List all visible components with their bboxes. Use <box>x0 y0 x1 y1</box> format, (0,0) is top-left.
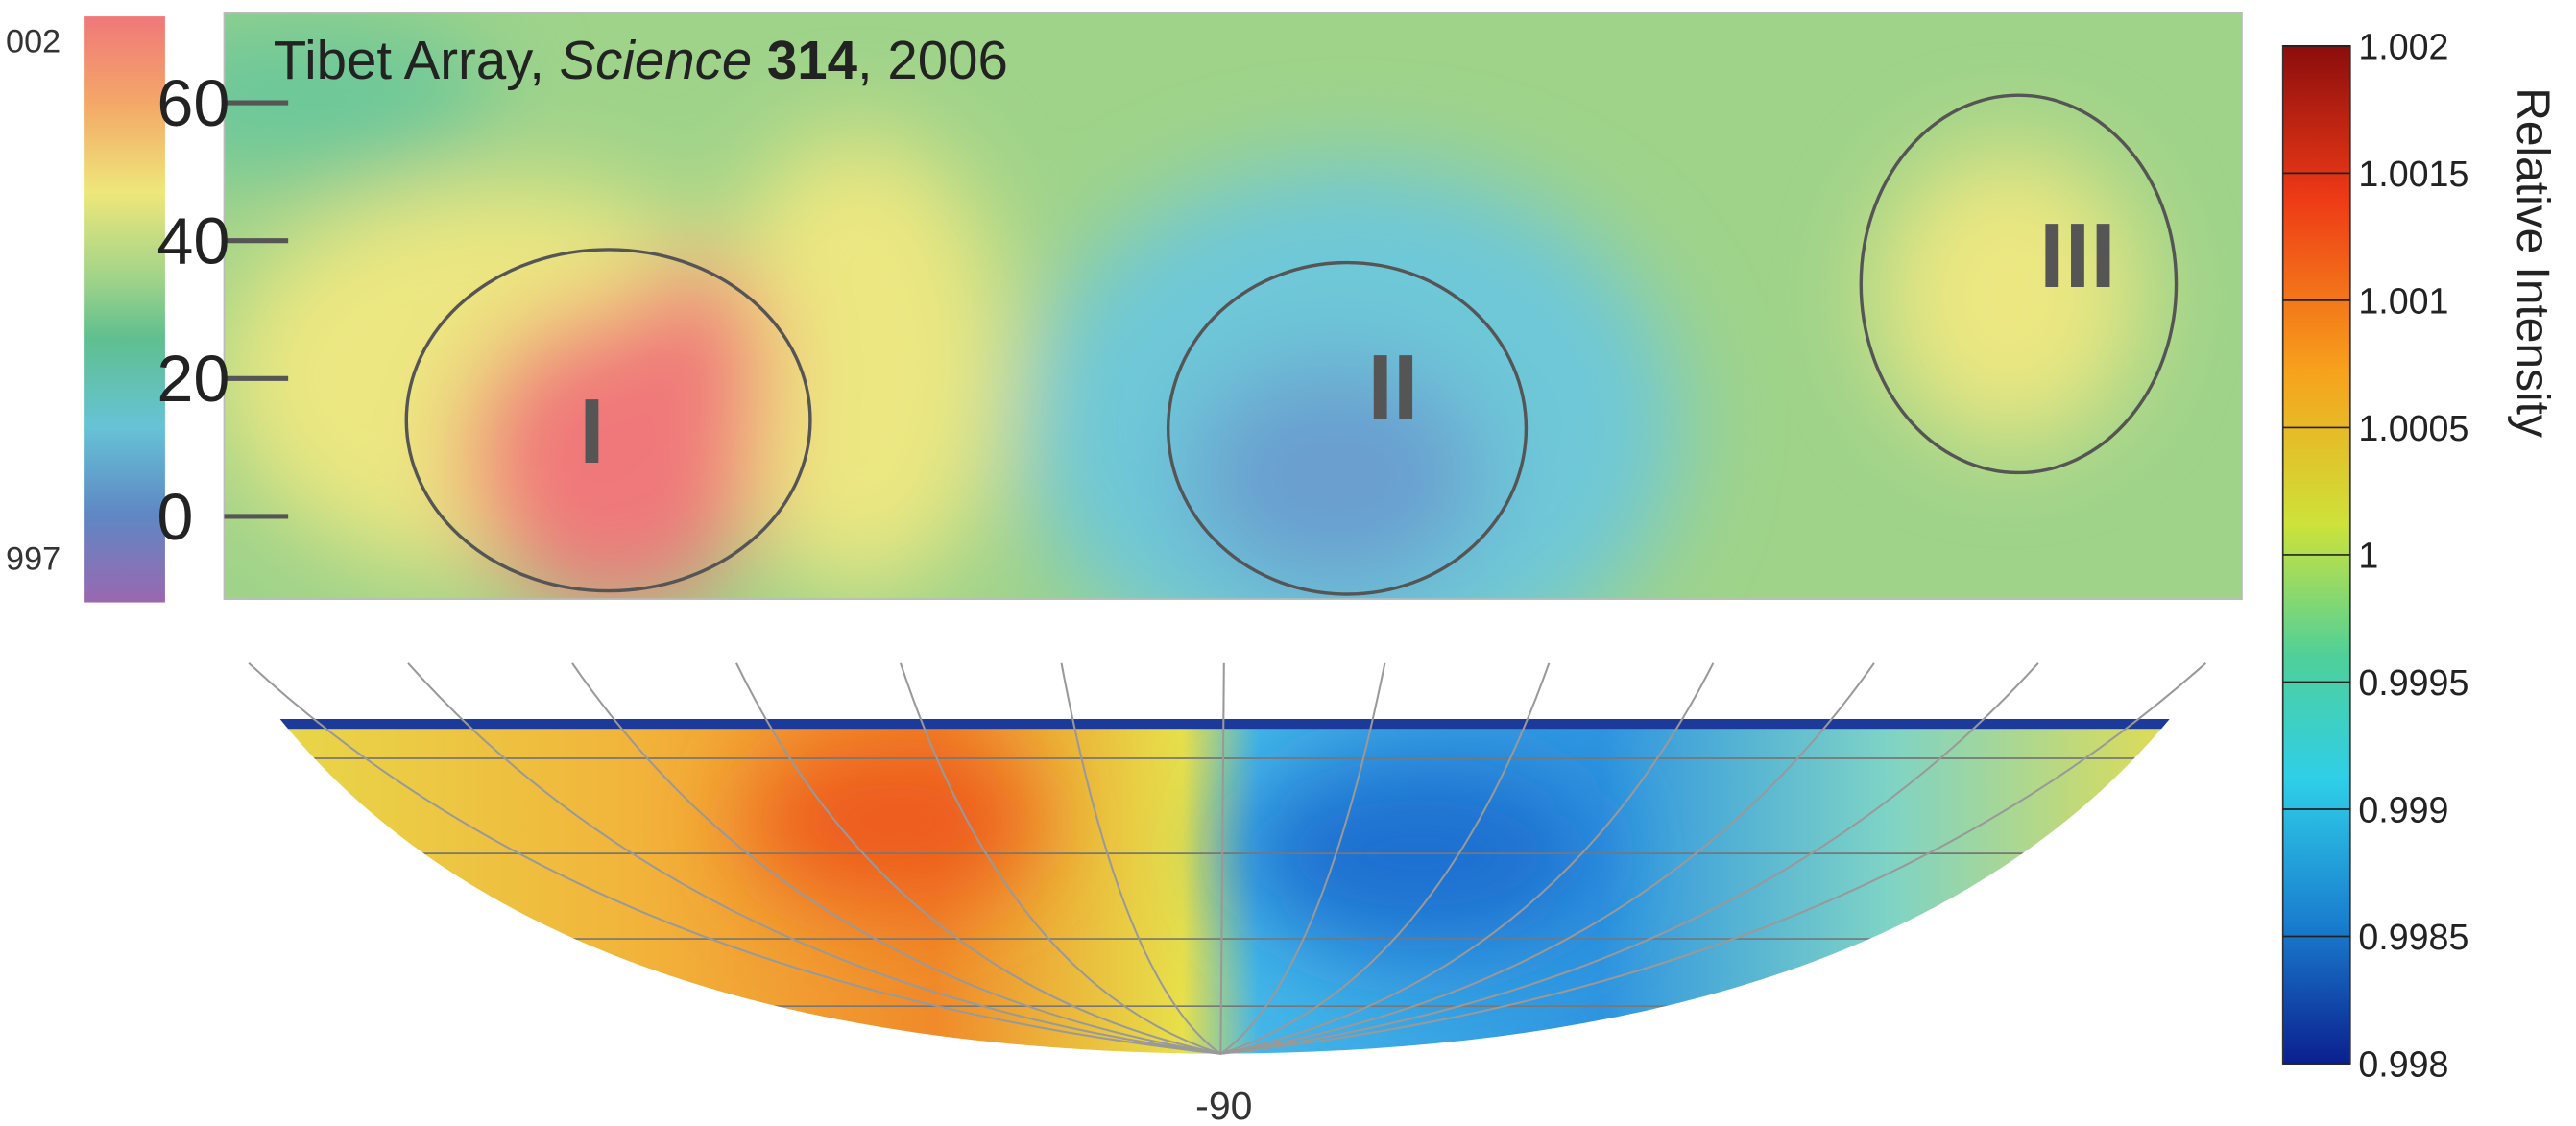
figure: I II III Tibet Array, Science 314, 2006 … <box>0 0 2576 1126</box>
colorbar-label-cropped: 997 <box>6 540 60 577</box>
colorbar-tick-label: 1.0005 <box>2358 408 2468 448</box>
y-tick-label: 40 <box>156 205 229 278</box>
x-axis-label: -90 <box>1195 1084 1252 1126</box>
y-tick-label: 60 <box>156 67 229 140</box>
region-label: II <box>1367 336 1418 439</box>
colorbar-tick-label: 0.998 <box>2358 1044 2448 1085</box>
colorbar-label: Relative Intensity <box>2507 87 2558 438</box>
y-tick-label: 20 <box>156 343 229 416</box>
title-year: , 2006 <box>857 30 1008 90</box>
colorbar-tick-label: 0.999 <box>2358 790 2448 830</box>
left-colorbar <box>84 16 165 602</box>
colorbar-label-cropped: 002 <box>6 24 60 60</box>
y-tick-label: 0 <box>156 481 193 554</box>
title-text: Tibet Array, <box>274 30 560 90</box>
region-label: III <box>2039 204 2116 307</box>
page: {"figure": { "top_panel": { "title": {"t… <box>0 0 2576 1126</box>
title-volume: 314 <box>767 30 858 90</box>
region-label: I <box>579 380 605 483</box>
colorbar-tick-label: 0.9995 <box>2358 662 2468 703</box>
title-journal: Science <box>560 30 753 90</box>
panel-title: Tibet Array, Science 314, 2006 <box>274 30 1008 90</box>
colorbar-tick-label: 1.0015 <box>2358 154 2468 194</box>
colorbar-tick-label: 1.001 <box>2358 281 2448 322</box>
colorbar-tick-label: 1 <box>2358 536 2378 576</box>
colorbar-tick-label: 0.9985 <box>2358 917 2468 957</box>
colorbar-tick-label: 1.002 <box>2358 27 2448 67</box>
